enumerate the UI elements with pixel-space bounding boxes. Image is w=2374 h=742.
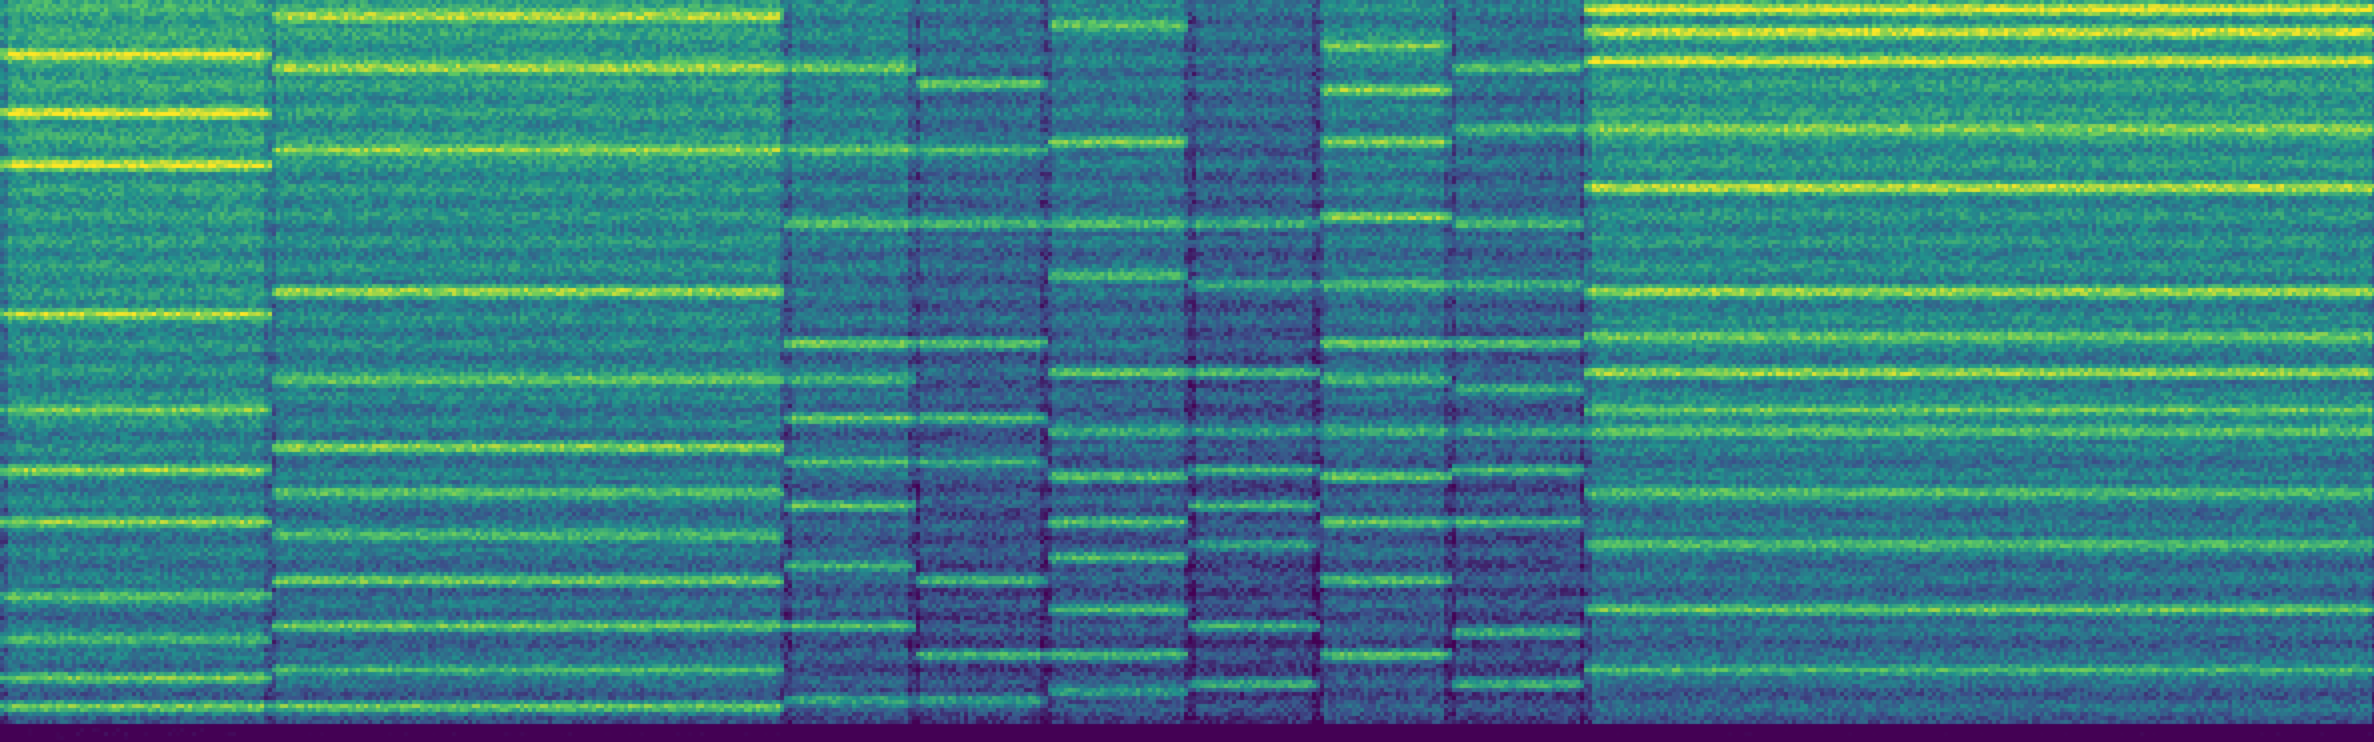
- spectrogram-image: [0, 0, 2374, 742]
